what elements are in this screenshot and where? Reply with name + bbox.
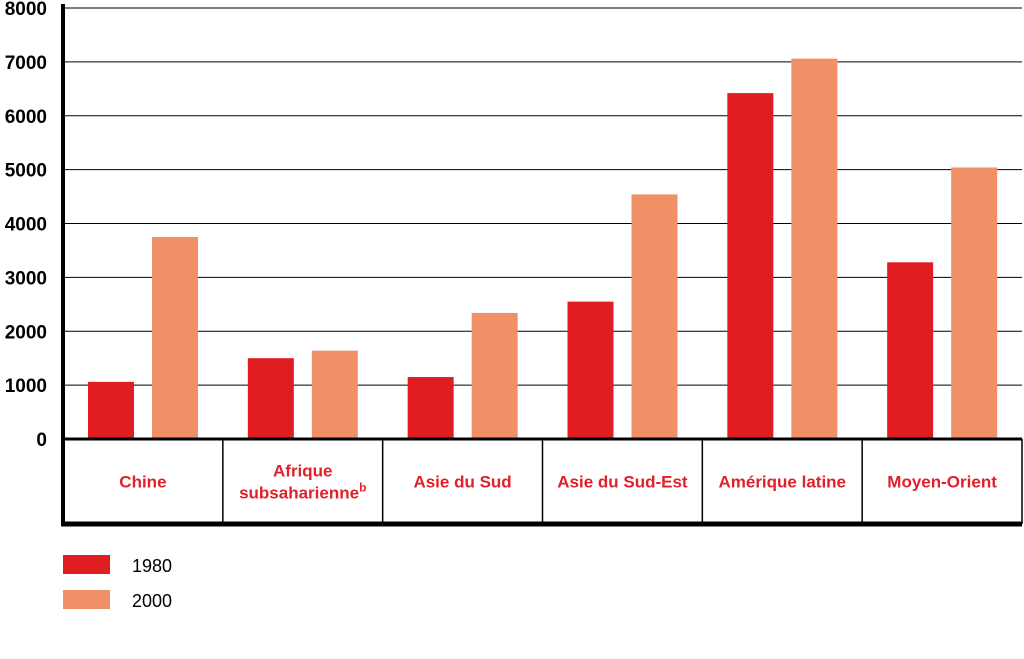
- category-label: subsaharienneb: [239, 481, 366, 503]
- y-tick-label: 1000: [5, 376, 47, 397]
- bar-2000: [951, 167, 998, 439]
- category-footnote-marker: b: [359, 481, 366, 495]
- bar-2000: [791, 58, 838, 439]
- category-label: Chine: [119, 473, 166, 492]
- y-tick-label: 8000: [5, 0, 47, 20]
- y-tick-label: 5000: [5, 161, 47, 182]
- bar-1980: [407, 377, 454, 439]
- bar-2000: [471, 312, 518, 439]
- bar-1980: [88, 381, 134, 439]
- legend-swatch: [63, 555, 110, 574]
- bar-2000: [152, 236, 198, 439]
- y-tick-label: 3000: [5, 268, 47, 289]
- bar-1980: [727, 93, 774, 439]
- y-tick-label: 7000: [5, 53, 47, 74]
- grid-lines: [61, 4, 1022, 524]
- y-tick-label: 6000: [5, 107, 47, 128]
- legend-label: 2000: [132, 591, 172, 611]
- y-tick-label: 2000: [5, 322, 47, 343]
- y-axis-ticks: 0 1000 2000 3000 4000 5000 6000 7000 8000: [5, 0, 47, 451]
- category-label: Afrique: [273, 462, 333, 481]
- bar-1980: [247, 358, 294, 439]
- legend: 1980 2000: [63, 555, 172, 611]
- bar-1980: [567, 301, 614, 439]
- category-label: Amérique latine: [718, 473, 846, 492]
- bar-2000: [631, 194, 678, 439]
- bar-1980: [887, 262, 934, 439]
- category-label: Asie du Sud-Est: [557, 473, 688, 492]
- category-label: Asie du Sud: [413, 473, 511, 492]
- y-tick-label: 0: [36, 430, 47, 451]
- bars: [88, 58, 998, 439]
- legend-swatch: [63, 590, 110, 609]
- bar-2000: [311, 350, 358, 439]
- y-tick-label: 4000: [5, 215, 47, 236]
- legend-label: 1980: [132, 556, 172, 576]
- category-label: Moyen-Orient: [887, 473, 997, 492]
